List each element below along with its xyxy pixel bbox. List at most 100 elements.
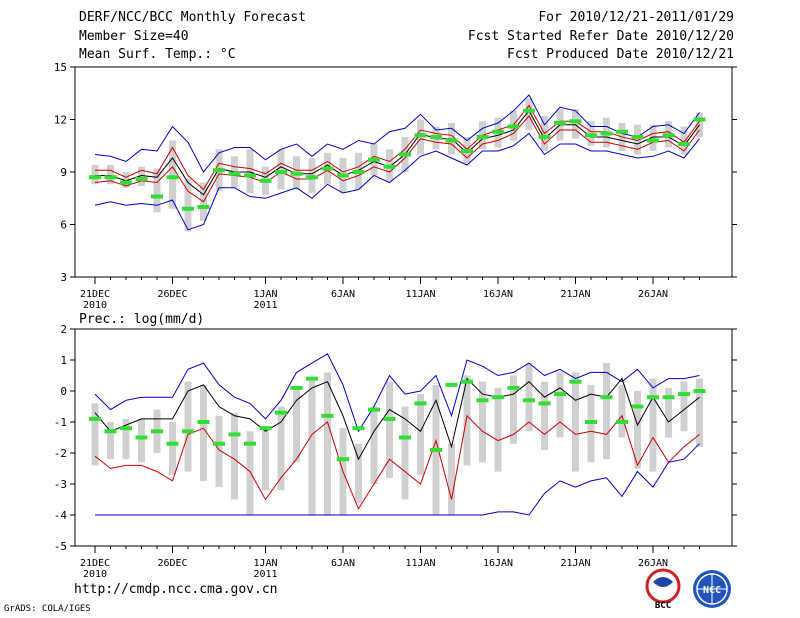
spread-bar [572, 109, 579, 139]
observation-marker [538, 135, 551, 139]
observation-marker [430, 447, 442, 452]
observation-marker [337, 457, 349, 462]
observation-marker [135, 177, 148, 181]
spread-bar [680, 381, 688, 432]
spread-bar [572, 372, 579, 472]
source-url[interactable]: http://cmdp.ncc.cma.gov.cn [74, 582, 278, 597]
produced-date-label: Fcst Produced Date 2010/12/21 [507, 47, 734, 62]
observation-marker [290, 385, 303, 390]
observation-marker [383, 164, 396, 169]
series-line-min [94, 132, 700, 231]
observation-marker [89, 416, 101, 421]
spread-bar [665, 387, 672, 438]
observation-marker [166, 441, 179, 446]
observation-marker [306, 376, 318, 381]
spread-bar [246, 149, 254, 193]
observation-marker [120, 426, 132, 431]
spread-bar [277, 149, 285, 190]
spread-bar [169, 140, 176, 209]
precip-panel-title: Prec.: log(mm/d) [79, 312, 204, 327]
x-tick-label: 1JAN [253, 289, 277, 300]
spread-bar [184, 381, 192, 472]
x-tick-label: 6JAN [331, 289, 355, 300]
spread-bar [138, 418, 145, 463]
observation-marker [337, 173, 349, 178]
observation-marker [445, 138, 458, 143]
observation-marker [197, 420, 210, 424]
observation-marker [120, 180, 132, 185]
series-line-mean_lower [94, 115, 700, 203]
observation-marker [631, 404, 644, 409]
observation-marker [306, 175, 318, 180]
observation-marker [135, 435, 148, 440]
observation-marker [244, 441, 256, 446]
spread-bar [262, 428, 269, 491]
observation-marker [600, 131, 613, 136]
observation-marker [213, 168, 225, 173]
observation-marker [616, 129, 628, 134]
spread-bar [138, 166, 145, 186]
observation-marker [182, 429, 194, 434]
spread-bar [122, 418, 130, 460]
x-tick-label: 6JAN [331, 558, 355, 569]
observation-marker [662, 133, 675, 138]
x-tick-year-label: 2010 [83, 300, 107, 311]
spread-bar [448, 443, 455, 515]
y-tick-label: 2 [60, 323, 67, 336]
series-line-min [95, 443, 700, 516]
observation-marker [166, 175, 179, 180]
observation-marker [538, 401, 551, 406]
observation-marker [585, 420, 597, 424]
observation-marker [647, 138, 659, 143]
spread-bar [417, 394, 424, 475]
spread-bar [680, 126, 688, 155]
y-tick-label: 1 [60, 354, 67, 367]
spread-bar [91, 165, 99, 185]
x-tick-label: 21JAN [560, 558, 590, 569]
x-tick-label: 11JAN [405, 558, 435, 569]
x-tick-label: 21JAN [560, 289, 590, 300]
bcc-logo-text: BCC [655, 601, 671, 610]
observation-marker [352, 426, 365, 431]
observation-marker [259, 426, 272, 431]
spread-bar [370, 406, 378, 484]
observation-marker [275, 170, 287, 174]
observation-marker [693, 389, 706, 393]
observation-marker [523, 398, 535, 403]
y-tick-label: 3 [60, 271, 67, 284]
observation-marker [600, 395, 613, 400]
x-tick-year-label: 2010 [83, 569, 107, 580]
spread-bar [525, 363, 533, 432]
forecast-period-label: For 2010/12/21-2011/01/29 [538, 10, 734, 25]
spread-bar [649, 378, 657, 472]
spread-bar [122, 172, 130, 188]
series-line-mean_upper [95, 104, 700, 191]
observation-marker [445, 382, 458, 387]
spread-bar [510, 375, 517, 444]
observation-marker [275, 410, 287, 415]
observation-marker [151, 429, 163, 434]
spread-bar [324, 372, 331, 515]
y-tick-label: 0 [60, 385, 67, 398]
grads-credit: GrADS: COLA/IGES [4, 604, 91, 614]
observation-marker [368, 407, 380, 412]
observation-marker [259, 178, 272, 183]
chart-title: DERF/NCC/BCC Monthly Forecast [79, 10, 306, 25]
observation-marker [228, 171, 241, 176]
y-tick-label: 12 [54, 114, 67, 127]
spread-bar [618, 384, 626, 438]
y-tick-label: -5 [54, 540, 67, 553]
spread-bar [277, 406, 285, 491]
spread-bar [293, 387, 300, 463]
observation-marker [678, 142, 690, 146]
x-tick-year-label: 2011 [253, 300, 277, 311]
x-tick-label: 16JAN [483, 289, 513, 300]
x-tick-label: 21DEC [80, 558, 110, 569]
plot-frame [74, 328, 733, 547]
x-tick-label: 1JAN [253, 558, 277, 569]
spread-bar [200, 384, 207, 481]
observation-marker [554, 392, 566, 397]
observation-marker [383, 416, 396, 421]
x-tick-label: 26DEC [157, 558, 187, 569]
